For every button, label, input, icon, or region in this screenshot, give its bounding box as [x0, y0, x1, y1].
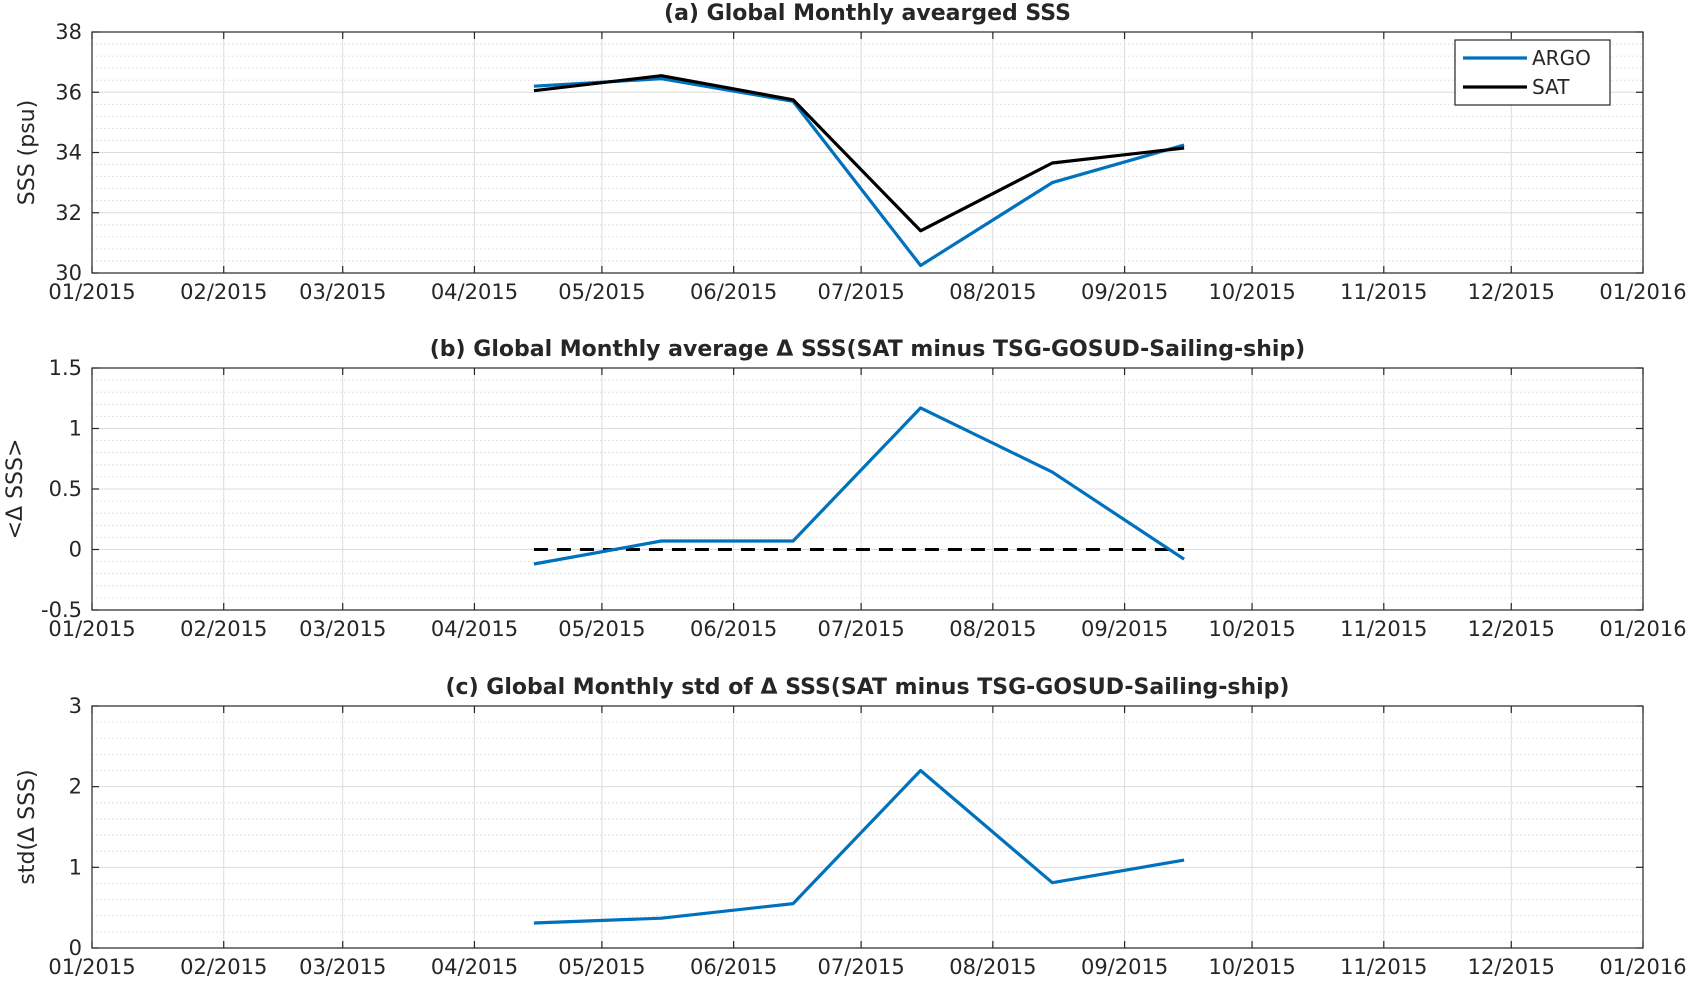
axes-box — [91, 705, 1644, 949]
y-tick-label: 32 — [55, 201, 82, 225]
legend-label: ARGO — [1532, 46, 1591, 70]
x-tick-label: 01/2015 — [48, 280, 135, 304]
x-tick-label: 06/2015 — [690, 617, 777, 641]
series-line-delta-sss — [533, 406, 1185, 566]
y-axis-label: std(Δ SSS) — [15, 769, 40, 884]
x-tick-label: 01/2016 — [1599, 955, 1686, 979]
y-tick-label: 0 — [69, 538, 82, 562]
x-tick-label: 07/2015 — [818, 955, 905, 979]
x-tick-label: 12/2015 — [1468, 955, 1555, 979]
chart-title: (b) Global Monthly average Δ SSS(SAT min… — [430, 337, 1305, 362]
x-tick-label: 06/2015 — [690, 955, 777, 979]
y-tick-label: 2 — [69, 775, 82, 799]
x-tick-label: 07/2015 — [818, 280, 905, 304]
x-tick-label: 01/2015 — [48, 955, 135, 979]
x-tick-label: 10/2015 — [1208, 955, 1295, 979]
x-tick-label: 02/2015 — [180, 617, 267, 641]
x-tick-label: 10/2015 — [1208, 280, 1295, 304]
chart-panel-1: 01/2015 02/2015 03/2015 04/2015 05/2015 06/20… — [15, 1, 1687, 304]
x-tick-label: 02/2015 — [180, 280, 267, 304]
y-tick-label: 1.5 — [49, 356, 82, 380]
x-tick-label: 12/2015 — [1468, 280, 1555, 304]
x-tick-label: 07/2015 — [818, 617, 905, 641]
y-tick-label: 1 — [69, 417, 82, 441]
x-tick-label: 09/2015 — [1081, 955, 1168, 979]
x-tick-label: 12/2015 — [1468, 617, 1555, 641]
x-tick-label: 05/2015 — [558, 955, 645, 979]
x-tick-label: 10/2015 — [1208, 617, 1295, 641]
x-tick-label: 05/2015 — [558, 617, 645, 641]
y-tick-label: 1 — [69, 855, 82, 879]
x-tick-label: 11/2015 — [1340, 617, 1427, 641]
legend-label: SAT — [1532, 75, 1570, 99]
x-tick-label: 08/2015 — [949, 280, 1036, 304]
series-line-delta-sss — [533, 768, 1185, 925]
y-tick-label: 0.5 — [49, 477, 82, 501]
x-tick-label: 04/2015 — [431, 280, 518, 304]
legend-box — [1454, 39, 1611, 106]
x-tick-label: 03/2015 — [299, 955, 386, 979]
x-tick-label: 11/2015 — [1340, 955, 1427, 979]
x-tick-label: 03/2015 — [299, 280, 386, 304]
x-tick-label: 01/2016 — [1599, 280, 1686, 304]
legend: ARGO SAT — [1454, 39, 1611, 106]
x-tick-label: 04/2015 — [431, 955, 518, 979]
y-tick-label: 0 — [69, 936, 82, 960]
x-tick-label: 06/2015 — [690, 280, 777, 304]
y-tick-label: 3 — [69, 694, 82, 718]
y-axis-label: <Δ SSS> — [3, 439, 28, 540]
x-tick-label: 09/2015 — [1081, 617, 1168, 641]
x-tick-label: 11/2015 — [1340, 280, 1427, 304]
x-tick-label: 03/2015 — [299, 617, 386, 641]
y-tick-label: 36 — [55, 80, 82, 104]
x-tick-label: 01/2015 — [48, 617, 135, 641]
y-tick-label: 38 — [55, 20, 82, 44]
y-tick-label: 30 — [55, 261, 82, 285]
x-tick-label: 05/2015 — [558, 280, 645, 304]
chart-panel-3: 01/2015 02/2015 03/2015 04/2015 05/2015 06/20… — [15, 675, 1687, 979]
y-tick-label: -0.5 — [41, 598, 82, 622]
x-tick-label: 02/2015 — [180, 955, 267, 979]
x-tick-label: 08/2015 — [949, 955, 1036, 979]
x-tick-label: 04/2015 — [431, 617, 518, 641]
y-tick-label: 34 — [55, 141, 82, 165]
y-axis-label: SSS (psu) — [15, 100, 40, 205]
series-line-sat — [533, 74, 1185, 233]
series-line-argo — [533, 77, 1185, 268]
chart-title: (a) Global Monthly avearged SSS — [664, 1, 1071, 26]
chart-panel-2: 01/2015 02/2015 03/2015 04/2015 05/2015 06/20… — [3, 337, 1687, 641]
x-tick-label: 09/2015 — [1081, 280, 1168, 304]
x-tick-label: 08/2015 — [949, 617, 1036, 641]
x-tick-label: 01/2016 — [1599, 617, 1686, 641]
chart-title: (c) Global Monthly std of Δ SSS(SAT minu… — [445, 675, 1289, 700]
